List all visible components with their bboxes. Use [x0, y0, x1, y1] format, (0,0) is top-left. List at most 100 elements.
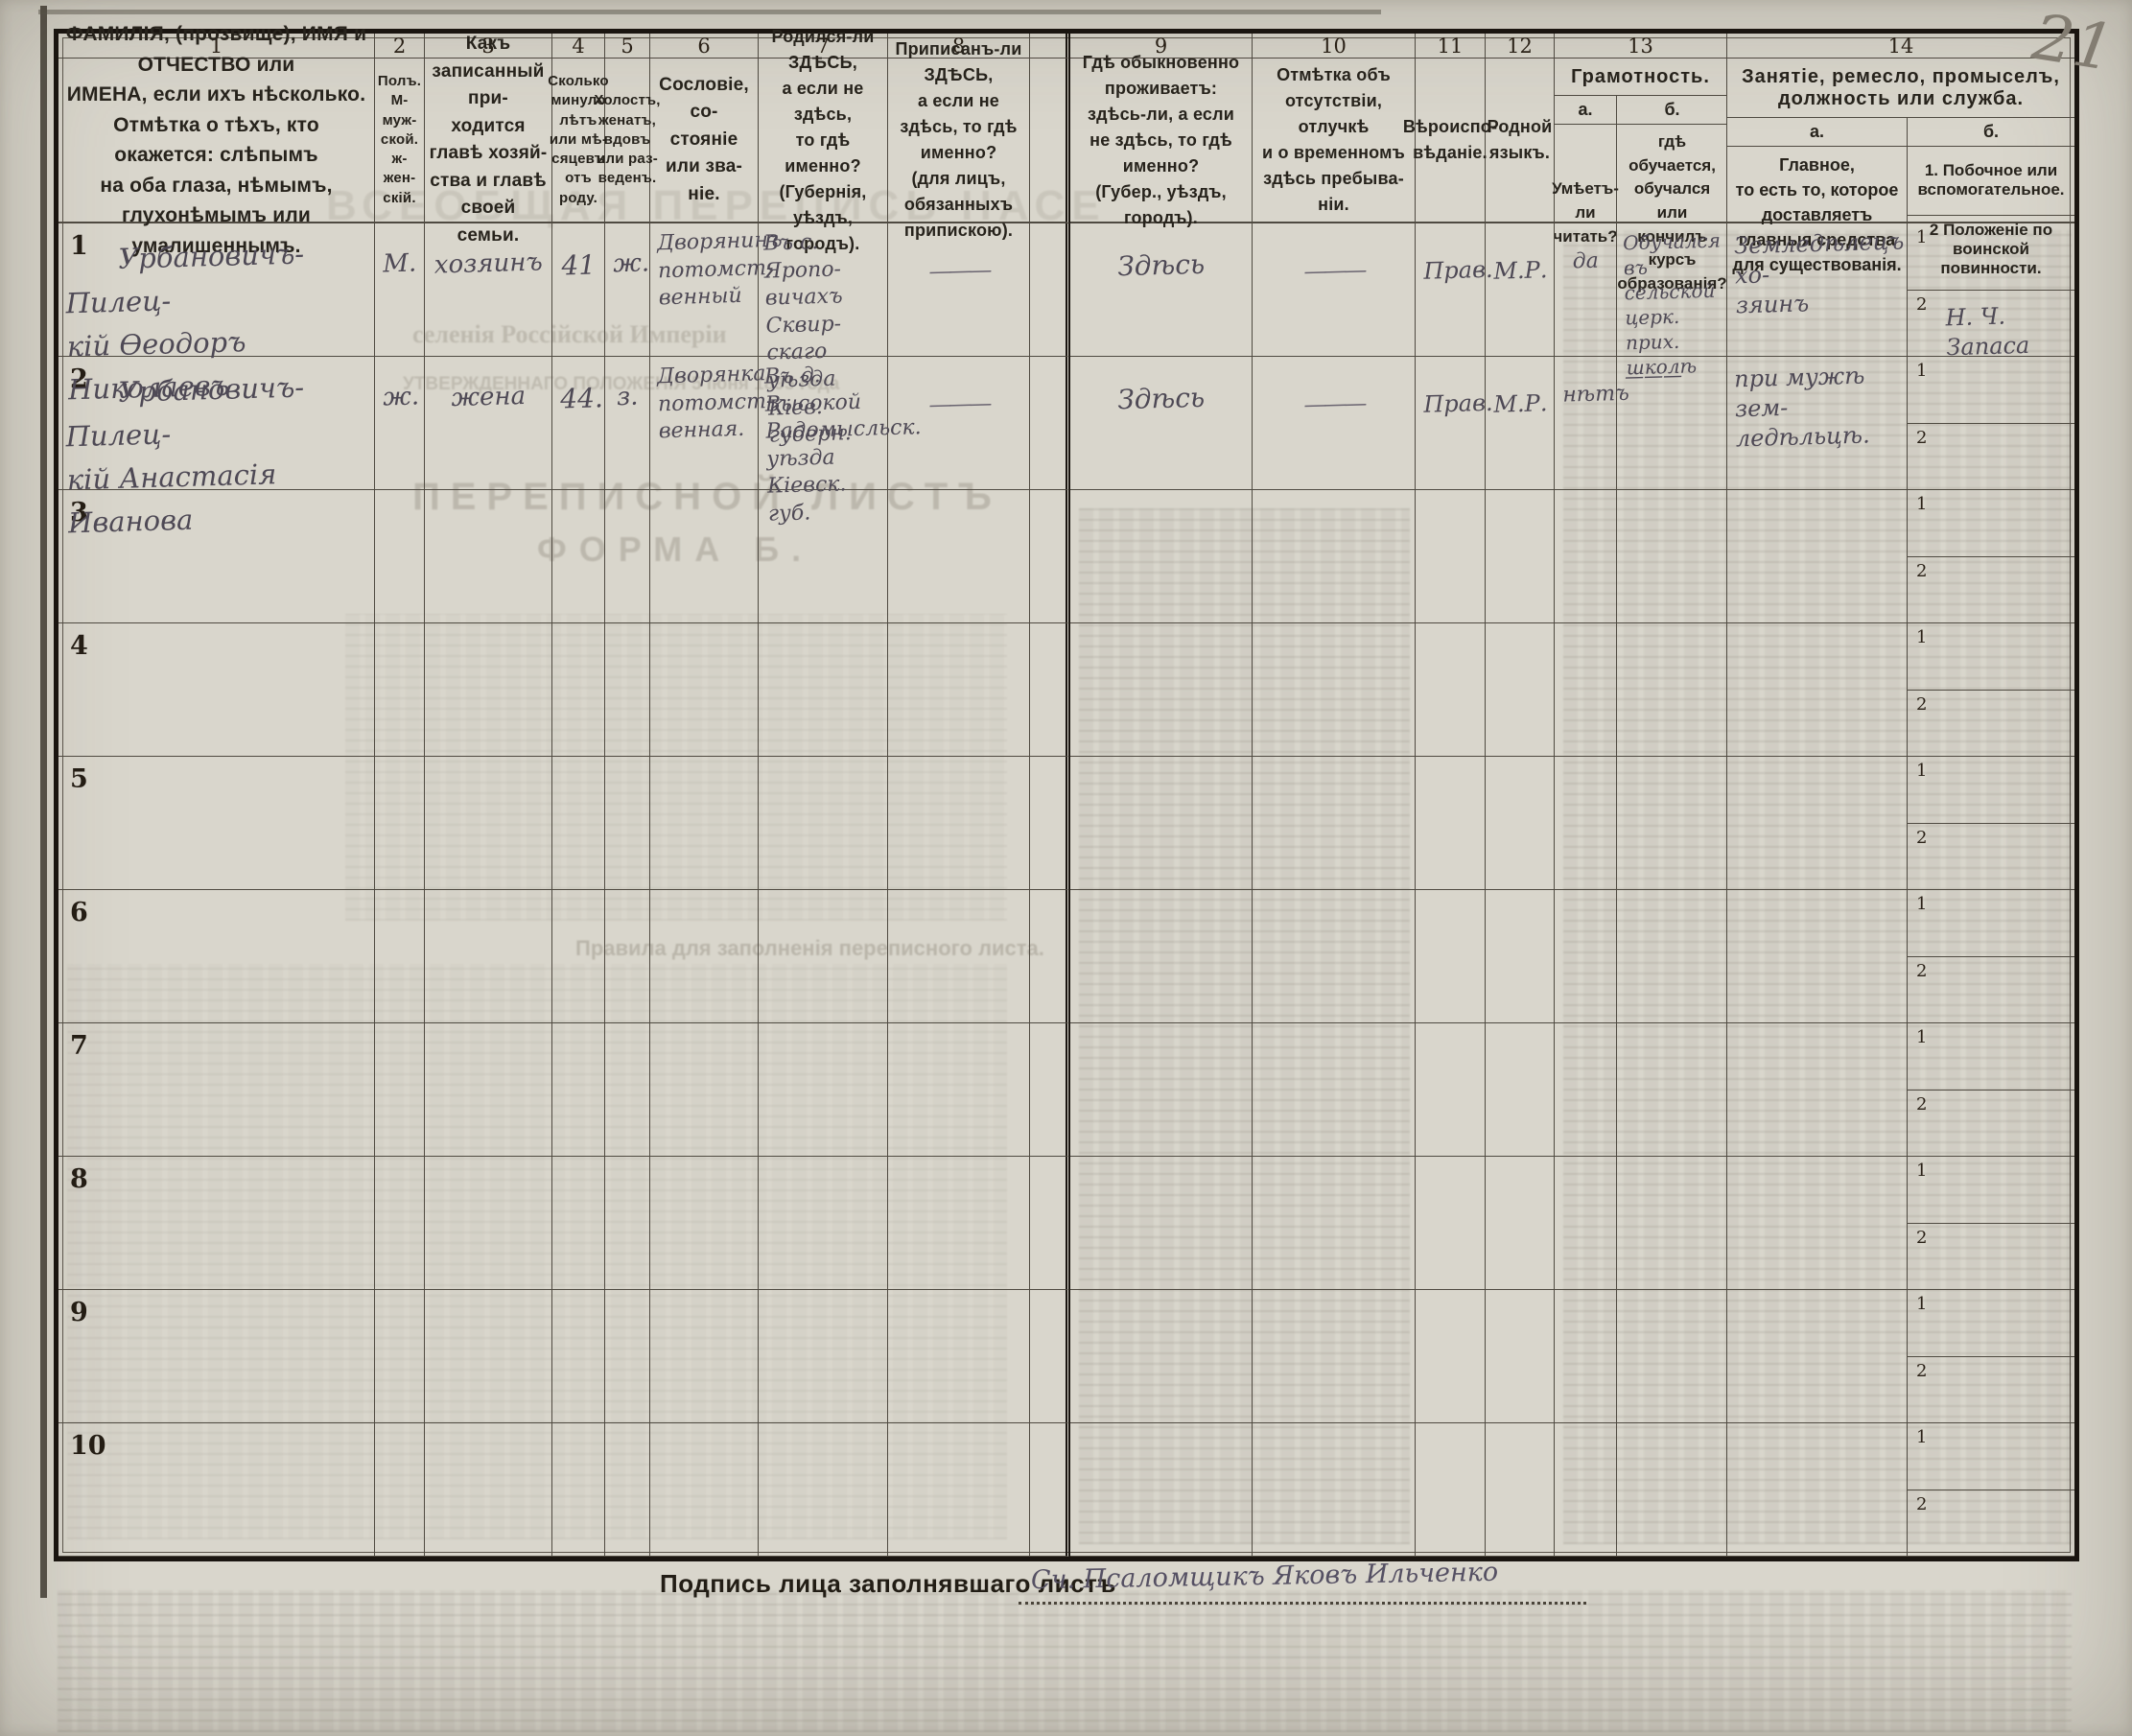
cell-marital: з. — [605, 357, 650, 490]
cell-absence: ——— — [1253, 357, 1416, 490]
cell-absence — [1253, 1157, 1416, 1290]
occupation-b-sub1: 1 — [1908, 490, 2074, 557]
cell-literacy-b — [1617, 1023, 1727, 1157]
cell-registration — [888, 1290, 1030, 1423]
cell-language — [1486, 890, 1555, 1023]
cell-literacy-b — [1617, 757, 1727, 890]
col-number: 9 — [1070, 34, 1253, 59]
cell-birthplace — [759, 1023, 888, 1157]
header-residence: Гдѣ обыкновенно проживаетъ: здѣсь-ли, а … — [1070, 53, 1253, 227]
cell-absence — [1253, 890, 1416, 1023]
fold-column — [1030, 890, 1070, 1023]
cell-birthplace: Въ с. Яропо- вичахъ Сквир- скаго уѣзда К… — [759, 223, 888, 448]
cell-absence: ——— — [1253, 223, 1416, 357]
col-number: 5 — [605, 34, 650, 59]
cell-estate — [650, 757, 759, 890]
cell-marital — [605, 1290, 650, 1423]
col-number: 13 — [1555, 34, 1727, 59]
cell-age — [552, 623, 605, 757]
fold-column — [1030, 34, 1070, 59]
cell-marital — [605, 1157, 650, 1290]
header-registration: Приписанъ-ли ЗДѢСЬ, а если не здѣсь, то … — [888, 39, 1030, 240]
col-number: 1 — [59, 34, 375, 59]
cell-residence — [1070, 623, 1253, 757]
cell-birthplace — [759, 890, 888, 1023]
col-number: 3 — [425, 34, 552, 59]
cell-absence — [1253, 623, 1416, 757]
subrow-number: 1 — [1916, 227, 1928, 247]
cell-literacy-b — [1617, 1157, 1727, 1290]
handwriting-name: Урбановичъ-Пилец- кій Анастасія Иванова — [65, 370, 305, 540]
subrow-number: 2 — [1916, 561, 1928, 581]
fold-column — [1030, 1023, 1070, 1157]
header-literacy-b: б. гдѣ обучается, обучался или кончилъ к… — [1617, 96, 1727, 301]
cell-age — [552, 890, 605, 1023]
cell-marital — [605, 1023, 650, 1157]
cell-occupation-b: 1 2 — [1908, 1423, 2074, 1557]
cell-registration — [888, 1023, 1030, 1157]
occupation-b-sub1: 1 — [1908, 757, 2074, 824]
cell-relation — [425, 1290, 552, 1423]
cell-occupation-b: 1 2 — [1908, 490, 2074, 623]
occupation-b-sub2: 2 Н. Ч. Запаса — [1916, 294, 2030, 362]
cell-occupation-b: 1 2 — [1908, 1157, 2074, 1290]
cell-age — [552, 490, 605, 623]
col-number: 12 — [1486, 34, 1555, 59]
cell-estate — [650, 1290, 759, 1423]
cell-language — [1486, 1423, 1555, 1557]
cell-marital — [605, 757, 650, 890]
col-number: 14 — [1727, 34, 2074, 59]
cell-registration — [888, 490, 1030, 623]
subrow-number: 2 — [1916, 694, 1928, 715]
occupation-b-sub1: 1 — [1908, 1157, 2074, 1224]
cell-birthplace — [759, 1423, 888, 1557]
cell-marital — [605, 890, 650, 1023]
cell-registration: ——— — [888, 357, 1030, 490]
cell-literacy-b — [1617, 623, 1727, 757]
cell-name: 3 — [59, 490, 375, 623]
cell-religion: Прав. — [1416, 357, 1493, 490]
fold-column — [1030, 1423, 1070, 1557]
cell-registration — [888, 757, 1030, 890]
cell-literacy-b — [1617, 1423, 1727, 1557]
cell-literacy-b: ——— — [1617, 357, 1727, 490]
cell-marital — [605, 490, 650, 623]
cell-language — [1486, 623, 1555, 757]
cell-religion — [1416, 890, 1486, 1023]
cell-name: 6 — [59, 890, 375, 1023]
cell-name: 7 — [59, 1023, 375, 1157]
cell-sex — [375, 757, 425, 890]
cell-literacy-a — [1555, 1157, 1617, 1290]
row-number: 2 — [70, 364, 88, 394]
cell-religion — [1416, 1023, 1486, 1157]
header-occupation-b2: 2 Положеніе по воинской повинности. — [1929, 221, 2053, 278]
cell-literacy-a — [1555, 890, 1617, 1023]
subrow-number: 1 — [1916, 1427, 1928, 1447]
occupation-b-sub2: 2 — [1908, 1490, 2074, 1557]
fold-column — [1030, 757, 1070, 890]
row-number: 9 — [70, 1298, 88, 1327]
cell-sex — [375, 1423, 425, 1557]
occupation-b-sub1: 1 — [1908, 357, 2074, 424]
header-occupation-b1: 1. Побочное или вспомогательное. — [1908, 147, 2074, 216]
subrow-number: 2 — [1916, 428, 1928, 448]
cell-name: 1 Урбановичъ-Пилец- кій Ѳеодоръ Николаев… — [59, 223, 375, 406]
cell-registration: ——— — [888, 223, 1030, 357]
cell-birthplace — [759, 490, 888, 623]
cell-religion — [1416, 490, 1486, 623]
subrow-number: 2 — [1916, 1361, 1928, 1381]
subrow-number: 2 — [1916, 961, 1928, 981]
subrow-number: 1 — [1916, 494, 1928, 514]
fold-column — [1030, 357, 1070, 490]
header-occupation-title: Занятіе, ремесло, промыселъ, должность и… — [1727, 59, 2074, 118]
cell-marital: ж. — [605, 223, 650, 357]
cell-relation — [425, 1023, 552, 1157]
header-religion: Вѣроиспо- вѣданіе. — [1403, 59, 1497, 223]
census-table: 1 2 3 4 5 6 7 8 9 10 11 12 13 14 ФАМИЛІЯ… — [54, 23, 2079, 1561]
cell-birthplace — [759, 1157, 888, 1290]
cell-residence — [1070, 1157, 1253, 1290]
cell-marital — [605, 623, 650, 757]
fold-column — [1030, 1157, 1070, 1290]
cell-literacy-b: Обучался въ сельской церк. прих. школѣ — [1617, 223, 1727, 379]
